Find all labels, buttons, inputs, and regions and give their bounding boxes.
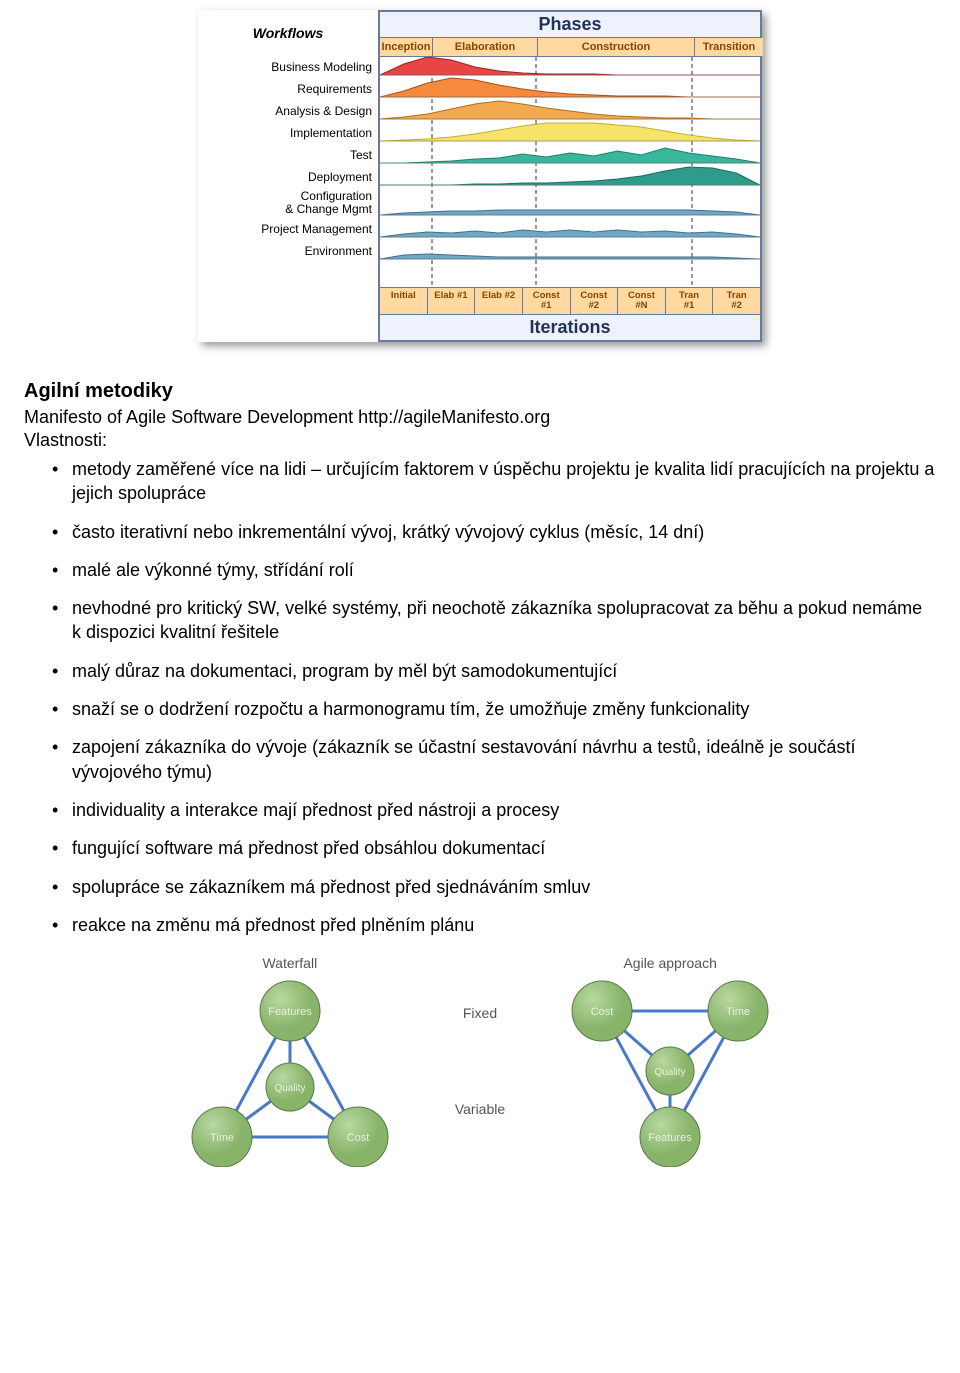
iteration-label: Tran#1 [665, 288, 713, 314]
iteration-label: Const#2 [570, 288, 618, 314]
phase-header: Construction [537, 38, 694, 56]
properties-list: metody zaměřené více na lidi – určujícím… [24, 457, 936, 937]
iteration-label: Const#1 [522, 288, 570, 314]
iterations-row: InitialElab #1Elab #2Const#1Const#2Const… [380, 287, 760, 314]
workflow-label: Project Management [198, 218, 378, 240]
properties-label: Vlastnosti: [24, 430, 936, 451]
workflow-label: Business Modeling [198, 56, 378, 78]
workflow-label: Requirements [198, 78, 378, 100]
list-item: snaží se o dodržení rozpočtu a harmonogr… [24, 697, 936, 721]
phase-headers-row: InceptionElaborationConstructionTransiti… [380, 38, 760, 57]
list-item: metody zaměřené více na lidi – určujícím… [24, 457, 936, 506]
workflow-label: Deployment [198, 166, 378, 188]
rup-chart-area [380, 57, 760, 287]
list-item: často iterativní nebo inkrementální vývo… [24, 520, 936, 544]
list-item: individuality a interakce mají přednost … [24, 798, 936, 822]
svg-text:Cost: Cost [347, 1132, 370, 1144]
iteration-label: Elab #2 [474, 288, 522, 314]
svg-text:Features: Features [268, 1006, 312, 1018]
iteration-label: Tran#2 [712, 288, 760, 314]
workflow-label: Environment [198, 240, 378, 262]
iteration-label: Const#N [617, 288, 665, 314]
phase-header: Elaboration [432, 38, 537, 56]
agile-triangle: Cost Time Quality Features [560, 977, 780, 1167]
waterfall-title: Waterfall [262, 955, 317, 971]
list-item: reakce na změnu má přednost před plněním… [24, 913, 936, 937]
list-item: fungující software má přednost před obsá… [24, 836, 936, 860]
variable-label: Variable [455, 1101, 505, 1117]
list-item: nevhodné pro kritický SW, velké systémy,… [24, 596, 936, 645]
agile-title: Agile approach [623, 955, 716, 971]
svg-text:Quality: Quality [274, 1083, 305, 1094]
workflows-label: Workflows [198, 10, 378, 56]
phase-header: Transition [694, 38, 763, 56]
phase-header: Inception [380, 38, 432, 56]
rup-diagram: Workflows Business ModelingRequirementsA… [24, 10, 936, 342]
subtitle-line: Manifesto of Agile Software Development … [24, 407, 936, 428]
workflow-label: Configuration& Change Mgmt [198, 188, 378, 218]
svg-text:Time: Time [210, 1132, 234, 1144]
fixed-label: Fixed [463, 1005, 497, 1021]
list-item: zapojení zákazníka do vývoje (zákazník s… [24, 735, 936, 784]
svg-text:Cost: Cost [591, 1006, 614, 1018]
iterations-title: Iterations [380, 314, 760, 340]
list-item: malý důraz na dokumentaci, program by mě… [24, 659, 936, 683]
workflow-label: Implementation [198, 122, 378, 144]
triangle-comparison: Waterfall FeaturesQualityTimeCost Fixed … [24, 955, 936, 1167]
workflow-label: Test [198, 144, 378, 166]
phases-title: Phases [380, 12, 760, 38]
iteration-label: Initial [380, 288, 427, 314]
list-item: spolupráce se zákazníkem má přednost pře… [24, 875, 936, 899]
workflow-label: Analysis & Design [198, 100, 378, 122]
svg-text:Features: Features [648, 1132, 692, 1144]
section-heading: Agilní metodiky [24, 380, 936, 403]
svg-text:Time: Time [726, 1006, 750, 1018]
waterfall-triangle: Features Quality Time Cost [180, 977, 400, 1167]
svg-text:Quality: Quality [655, 1067, 686, 1078]
list-item: malé ale výkonné týmy, střídání rolí [24, 558, 936, 582]
iteration-label: Elab #1 [427, 288, 475, 314]
